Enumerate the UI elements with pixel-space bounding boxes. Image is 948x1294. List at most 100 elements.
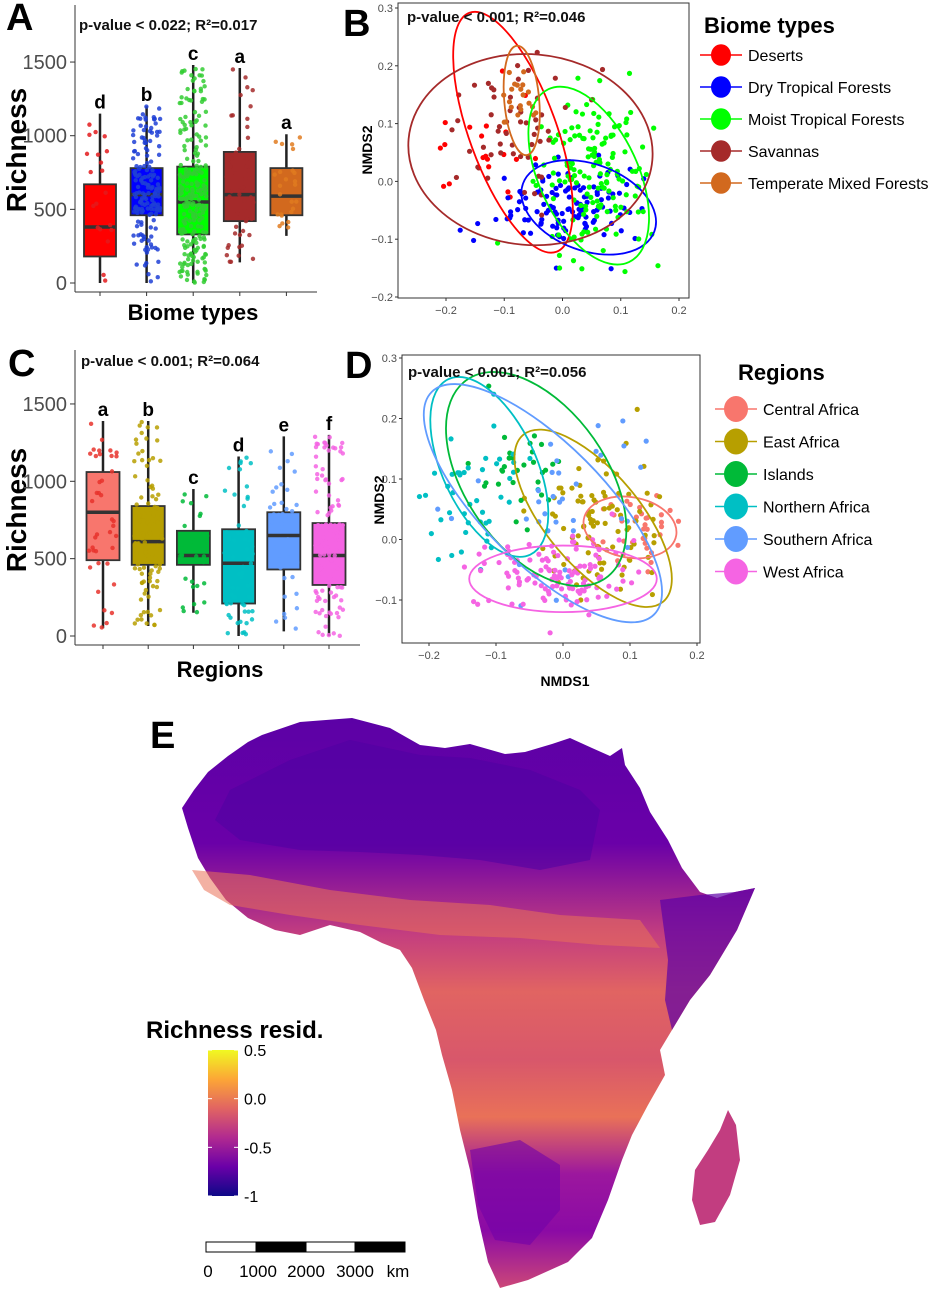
data-point	[139, 220, 144, 225]
data-point	[182, 147, 187, 153]
data-point	[250, 256, 256, 262]
legend-item: Savannas	[700, 140, 819, 162]
data-point	[242, 198, 247, 204]
data-point	[605, 161, 611, 167]
data-point	[244, 528, 249, 534]
data-point	[658, 519, 665, 525]
data-point	[196, 202, 202, 207]
data-point	[185, 138, 190, 143]
data-point	[323, 544, 329, 549]
data-point	[191, 193, 197, 199]
data-point	[570, 528, 576, 534]
data-point	[437, 145, 443, 151]
data-point	[626, 525, 632, 531]
data-point	[339, 598, 344, 603]
legend-item: Southern Africa	[715, 526, 873, 552]
data-point	[237, 244, 242, 250]
ellipse-northern-africa	[429, 376, 550, 558]
data-point	[204, 194, 209, 199]
data-point	[479, 509, 486, 515]
data-point	[233, 224, 239, 230]
data-point	[187, 200, 193, 206]
data-point	[579, 231, 585, 237]
data-point	[93, 548, 99, 554]
data-point	[203, 204, 208, 209]
box-dry-tropical-forests: b	[129, 85, 164, 284]
legend-label: Dry Tropical Forests	[748, 80, 891, 97]
data-point	[624, 498, 630, 504]
panel-e-map: Richness resid. 0.5 0.0 -0.5 -1 0 1000 2000…	[146, 718, 755, 1288]
data-point	[533, 162, 539, 168]
data-point	[538, 583, 544, 589]
data-point	[202, 277, 207, 282]
data-point	[143, 124, 149, 129]
data-point	[189, 261, 194, 267]
data-point	[189, 558, 194, 563]
data-point	[146, 457, 152, 463]
data-point	[597, 78, 603, 84]
data-point	[191, 238, 196, 243]
colorbar-tick-label: 0.0	[244, 1092, 266, 1109]
data-point	[228, 615, 233, 620]
data-point	[201, 183, 206, 188]
data-point	[140, 112, 146, 117]
data-point	[280, 511, 285, 517]
data-point	[542, 586, 548, 592]
data-point	[132, 148, 138, 154]
data-point	[241, 602, 247, 608]
data-point	[575, 124, 581, 130]
data-point	[154, 129, 160, 135]
data-point	[243, 157, 249, 162]
data-point	[144, 436, 149, 441]
data-point	[541, 201, 547, 207]
data-point	[556, 232, 562, 238]
data-point	[550, 170, 556, 176]
data-point	[152, 504, 157, 510]
data-point	[136, 206, 141, 212]
data-point	[159, 513, 164, 519]
data-point	[325, 560, 330, 565]
data-point	[581, 563, 588, 569]
data-point	[547, 630, 553, 636]
data-point	[313, 464, 319, 469]
data-point	[552, 567, 558, 573]
data-point	[292, 182, 298, 187]
data-point	[337, 605, 342, 610]
data-point	[245, 496, 250, 501]
data-point	[182, 260, 187, 266]
data-point	[581, 173, 587, 179]
data-point	[338, 575, 344, 581]
data-point	[244, 620, 249, 626]
data-point	[315, 522, 321, 528]
data-point	[610, 544, 616, 550]
data-point	[102, 278, 108, 283]
data-point	[523, 516, 529, 522]
data-point	[200, 256, 205, 261]
ellipse-dry-tropical-forests	[520, 159, 657, 256]
data-point	[550, 583, 556, 590]
data-point	[200, 215, 205, 221]
data-point	[148, 531, 153, 537]
y-tick-label: 0.1	[382, 474, 397, 486]
data-point	[276, 512, 281, 518]
box-northern-africa: d	[221, 436, 257, 637]
data-point	[516, 199, 523, 205]
data-point	[151, 117, 157, 122]
data-point	[600, 539, 606, 545]
data-point	[142, 138, 148, 143]
data-point	[294, 502, 299, 508]
data-point	[488, 152, 494, 158]
data-point	[94, 201, 99, 206]
data-point	[555, 171, 561, 177]
data-point	[141, 610, 147, 615]
data-point	[229, 156, 234, 161]
data-point	[183, 217, 189, 222]
data-point	[105, 561, 110, 566]
data-point	[603, 179, 610, 185]
data-point	[525, 89, 532, 95]
data-point	[581, 136, 587, 142]
data-point	[542, 511, 548, 517]
data-point	[180, 541, 186, 547]
scale-label: 0	[203, 1262, 212, 1281]
legend-label: Northern Africa	[763, 500, 870, 517]
